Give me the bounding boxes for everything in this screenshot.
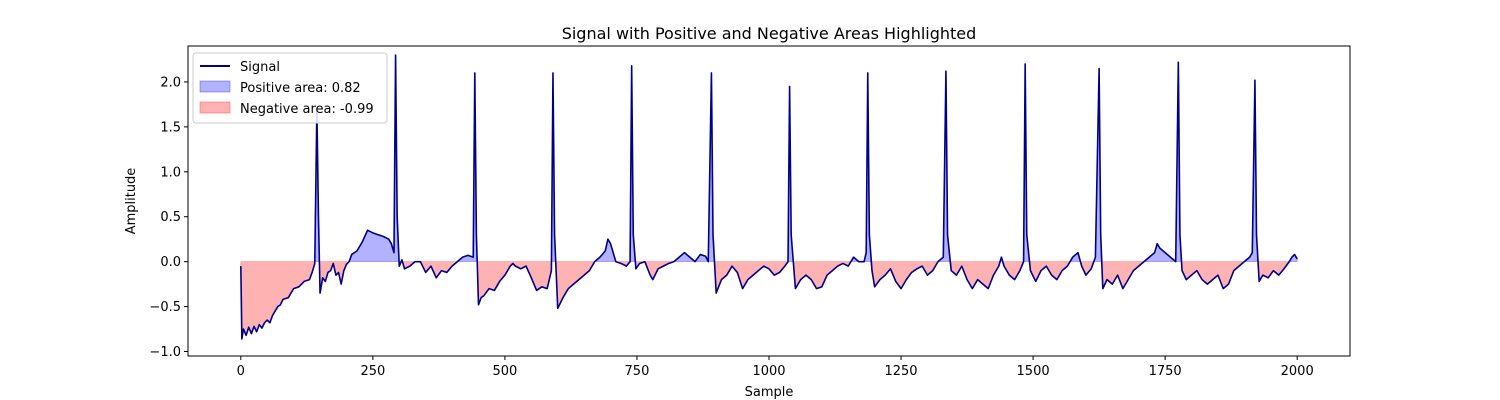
plot-area: [240, 54, 1298, 340]
y-tick-label: −0.5: [149, 300, 181, 315]
legend: Signal Positive area: 0.82 Negative area…: [192, 52, 388, 124]
x-tick-label: 1500: [1017, 364, 1050, 379]
y-tick-label: 0.5: [160, 210, 181, 225]
x-tick-label: 750: [625, 364, 650, 379]
chart-title: Signal with Positive and Negative Areas …: [562, 24, 977, 43]
legend-negative-label: Negative area: -0.99: [240, 102, 374, 117]
legend-signal-label: Signal: [240, 60, 280, 75]
legend-positive-label: Positive area: 0.82: [240, 81, 361, 96]
y-axis: −1.0 −0.5 0.0 0.5 1.0 1.5 2.0: [149, 75, 188, 360]
x-tick-label: 1000: [752, 364, 785, 379]
y-tick-label: 1.5: [160, 120, 181, 135]
x-tick-label: 500: [492, 364, 517, 379]
y-tick-label: 0.0: [160, 255, 181, 270]
x-tick-label: 250: [360, 364, 385, 379]
x-axis-label: Sample: [745, 385, 794, 400]
x-tick-label: 1750: [1149, 364, 1182, 379]
legend-box: [192, 52, 388, 124]
y-axis-label: Amplitude: [124, 168, 139, 235]
legend-positive-swatch: [199, 80, 231, 93]
y-tick-label: 2.0: [160, 75, 181, 90]
y-tick-label: 1.0: [160, 165, 181, 180]
x-tick-label: 1250: [884, 364, 917, 379]
x-axis: 0 250 500 750 1000 1250 1500 1750 2000: [237, 356, 1314, 379]
signal-line: [240, 54, 1298, 340]
x-tick-label: 0: [237, 364, 245, 379]
legend-negative-swatch: [199, 101, 231, 114]
x-tick-label: 2000: [1281, 364, 1314, 379]
y-tick-label: −1.0: [149, 345, 181, 360]
